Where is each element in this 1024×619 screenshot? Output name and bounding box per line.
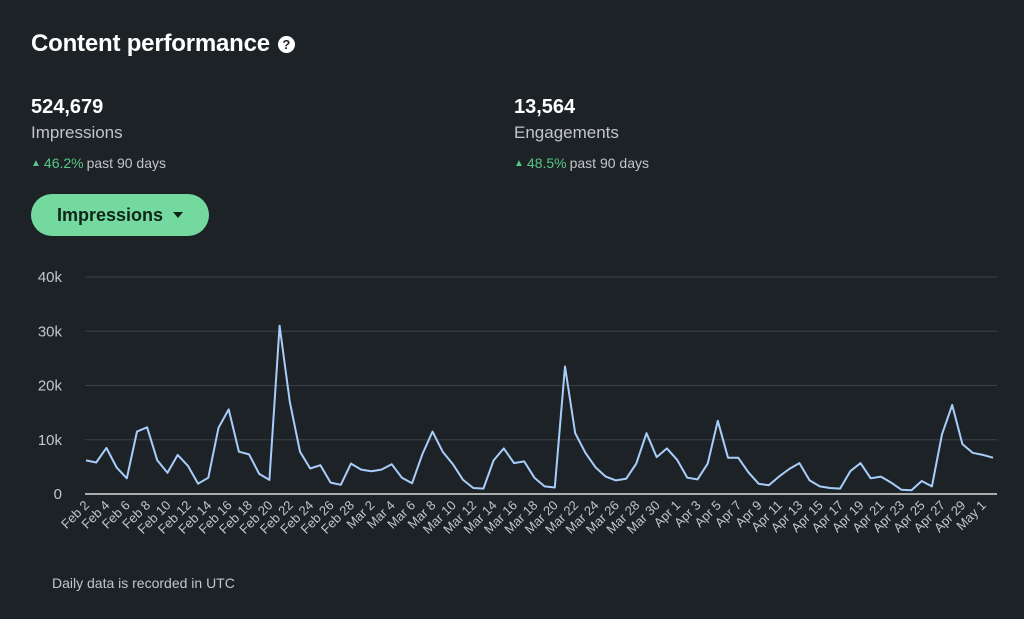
- metric-selector-dropdown[interactable]: Impressions: [31, 194, 209, 236]
- y-tick-label: 40k: [38, 269, 63, 286]
- impressions-metric: 524,679 Impressions ▲ 46.2% past 90 days: [31, 96, 166, 171]
- y-tick-label: 30k: [38, 323, 63, 340]
- card-header: Content performance ?: [31, 30, 295, 58]
- impressions-change-period: past 90 days: [86, 155, 166, 171]
- question-circle-icon[interactable]: ?: [277, 36, 295, 53]
- up-arrow-icon: ▲: [31, 157, 41, 169]
- engagements-label: Engagements: [514, 123, 619, 142]
- metric-selector-label: Impressions: [56, 204, 164, 225]
- y-axis-ticks: 0 10k 20k 30k 40k: [38, 269, 63, 503]
- impressions-change: ▲ 46.2% past 90 days: [31, 155, 166, 171]
- engagements-value: 13,564: [514, 96, 576, 118]
- impressions-change-percent: 46.2%: [43, 155, 84, 171]
- engagements-change: ▲ 48.5% past 90 days: [514, 155, 649, 171]
- y-tick-label: 0: [54, 486, 62, 503]
- page-title: Content performance: [31, 30, 270, 57]
- chart-gridlines: [85, 276, 997, 495]
- engagements-change-period: past 90 days: [569, 155, 649, 171]
- y-tick-label: 10k: [38, 432, 63, 449]
- impressions-value: 524,679: [31, 96, 104, 118]
- up-arrow-icon: ▲: [514, 157, 524, 169]
- caret-down-icon: [173, 212, 184, 218]
- utc-footnote: Daily data is recorded in UTC: [52, 575, 235, 591]
- y-tick-label: 20k: [38, 378, 63, 395]
- engagements-metric: 13,564 Engagements ▲ 48.5% past 90 days: [514, 96, 649, 171]
- engagements-change-percent: 48.5%: [526, 155, 567, 171]
- impressions-series-line: [85, 324, 994, 492]
- impressions-label: Impressions: [31, 123, 123, 142]
